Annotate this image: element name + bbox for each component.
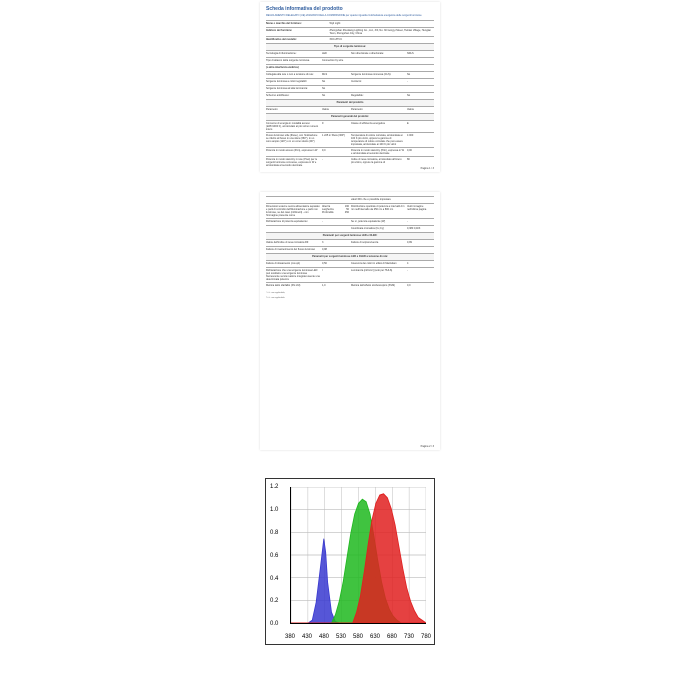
table-row: Parametri del prodotto (266, 99, 434, 106)
table-row: Parametri per sorgenti luminose LED e OL… (266, 253, 434, 260)
x-axis-label: 530 (336, 634, 346, 640)
table-row: Parametri generali del prodotto: (266, 113, 434, 120)
x-axis-label: 780 (421, 634, 431, 640)
table-row: (o altra interfaccia elettrica) (266, 64, 434, 71)
page-1: Scheda informativa del prodotto REGOLAME… (260, 2, 440, 172)
table-row: Flusso luminoso utile (Φuse), con l'indi… (266, 132, 434, 147)
x-axis-label: 480 (319, 634, 329, 640)
plot-area (290, 487, 426, 624)
table-row: Collegata alla rete o non a tensione di … (266, 71, 434, 78)
table-row: Tecnologia di illuminazione:LEDNon direz… (266, 50, 434, 57)
y-axis-label: 0.4 (270, 576, 278, 582)
y-axis-label: 1.2 (270, 484, 278, 490)
table-row: valori IRC che è possibile impostare (266, 196, 434, 203)
y-axis-label: 0.8 (270, 530, 278, 536)
table-row: Fattore di mantenimento del flusso lumin… (266, 246, 434, 253)
footnote: ¹ «-»: non applicabile; (266, 292, 434, 294)
table-row: Parametri per sorgenti luminose LED e OL… (266, 232, 434, 239)
page-title: Scheda informativa del prodotto (266, 6, 434, 12)
x-axis-label: 630 (370, 634, 380, 640)
table-row: Nome o marchio del fornitore:Wyli Light (266, 20, 434, 27)
y-axis-label: 0.0 (270, 621, 278, 627)
table-row: Indirizzo del fornitore:Zhongshan Zhuoli… (266, 27, 434, 36)
table-row: Tipo di attacco della sorgente luminosaC… (266, 57, 434, 64)
table-row: Sorgente luminosa a colori regolabili:No… (266, 78, 434, 85)
table-row: ParametroValoreParametroValore (266, 106, 434, 113)
table-row: Fattore di sfasamento (cos φ1)0,50Coeren… (266, 260, 434, 267)
x-axis-label: 730 (404, 634, 414, 640)
y-axis-label: 1.0 (270, 507, 278, 513)
x-axis-label: 380 (285, 634, 295, 640)
x-axis-label: 680 (387, 634, 397, 640)
table-row: Dimensioni esterne senza alimentatore se… (266, 203, 434, 218)
table-row: Potenza in modo acceso (Pon), espressa i… (266, 147, 434, 156)
table-row: Metrica dello sfarfallio (Pst LM)1,0Metr… (266, 282, 434, 289)
page-number: Pagina 2 / 3 (421, 445, 434, 448)
table-row: Schermo antiriflesso:NoRegolabile:No (266, 92, 434, 99)
x-axis-label: 430 (302, 634, 312, 640)
table-row: Tipo di sorgente luminosa: (266, 43, 434, 50)
footnote: ² «-»: non applicabile. (266, 297, 434, 299)
table-row: Identificativo del modello:XDC-8TCC (266, 36, 434, 43)
spectral-chart: 0.0 0.2 0.4 0.6 0.8 1.0 1.2 380 430 480 530 580 630… (265, 478, 435, 645)
table-row: Coordinata cromatica (Cx,Cy)0,380 0,403 (266, 225, 434, 232)
y-axis-label: 0.6 (270, 553, 278, 559)
page-subtitle: REGOLAMENTO DELEGATO (UE) 2019/2015 DELL… (266, 14, 434, 17)
table-row: Sorgente luminosa ad alta luminanza:No (266, 85, 434, 92)
page-number: Pagina 1 / 3 (421, 167, 434, 170)
table-row: Dichiarazione di potenza equivalente¹-Se… (266, 218, 434, 225)
table-row: Consumo di energia in modalità acceso (k… (266, 120, 434, 132)
table-row: Potenza in modo stand-by in rete (Pnet) … (266, 156, 434, 168)
x-axis-label: 580 (353, 634, 363, 640)
page-2: valori IRC che è possibile impostareDime… (260, 192, 440, 450)
table-row: Valore dell'indice di resa cromatica R93… (266, 239, 434, 246)
y-axis-label: 0.2 (270, 598, 278, 604)
table-row: Dichiarazione che una sorgente luminosa … (266, 267, 434, 282)
